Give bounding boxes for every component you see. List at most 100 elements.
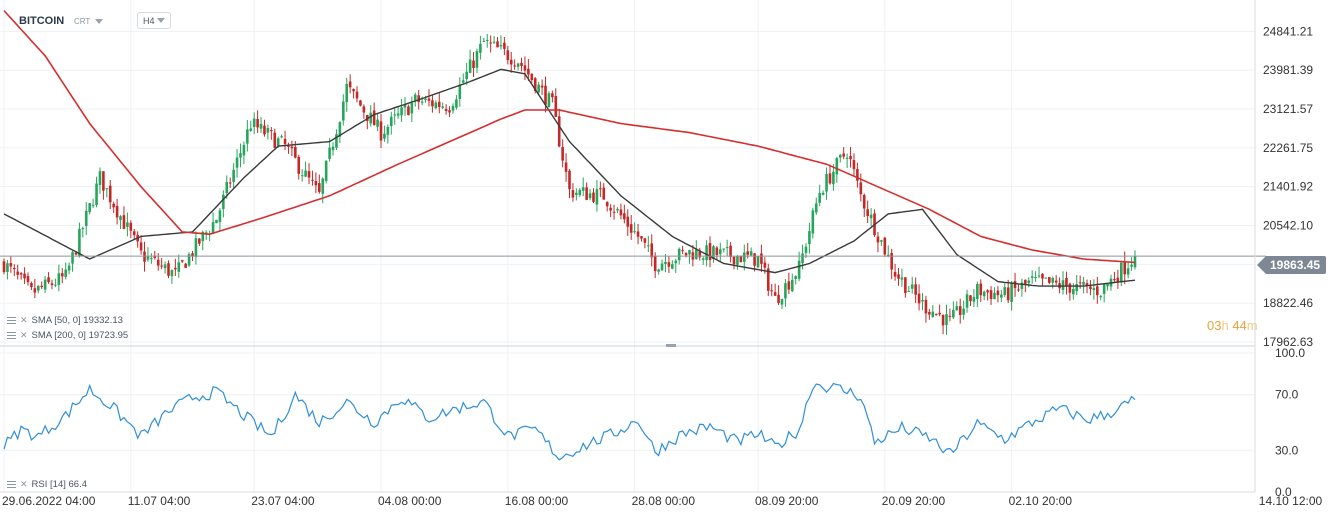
candle-body — [9, 263, 13, 267]
candle-body — [160, 265, 163, 267]
account-type-label: CRT — [74, 17, 91, 26]
candle-body — [626, 216, 630, 227]
candle-body — [520, 62, 523, 67]
time-tick-label: 28.08 00:00 — [632, 494, 696, 508]
candle-body — [910, 284, 914, 289]
candle-body — [575, 192, 578, 195]
candle-body — [54, 284, 57, 286]
axes: 24841.21 23981.39 23121.57 22261.75 21401.92… — [0, 0, 1323, 508]
candle-body — [852, 160, 856, 170]
candle-body — [681, 250, 684, 252]
candle-body — [431, 100, 434, 107]
candle-body — [67, 265, 71, 271]
candle-body — [318, 183, 321, 192]
candle-body — [540, 85, 544, 88]
candle-body — [886, 254, 890, 256]
candle-body — [1006, 287, 1010, 301]
candle-body — [986, 290, 989, 293]
candle-body — [938, 312, 941, 315]
candle-body — [753, 253, 756, 266]
candle-body — [16, 271, 20, 275]
candle-body — [746, 251, 750, 255]
candle-body — [328, 147, 331, 159]
candle-body — [201, 231, 205, 242]
candle-body — [1051, 277, 1055, 283]
candle-body — [821, 192, 825, 195]
candle-body — [1075, 283, 1079, 292]
candle-body — [132, 231, 136, 236]
candle-body — [369, 112, 373, 124]
last-price-badge: 19863.45 — [1256, 256, 1327, 274]
rsi-label: RSI [14] 66.4 — [31, 479, 87, 490]
candle-body — [379, 121, 383, 141]
candle-body — [1065, 277, 1068, 287]
candle-body — [928, 312, 931, 315]
candle-body — [407, 106, 410, 116]
candle-body — [773, 292, 777, 296]
candle-body — [105, 188, 109, 190]
candle-body — [84, 210, 88, 227]
time-tick-label: 20.09 20:00 — [882, 494, 946, 508]
candle-body — [818, 193, 821, 203]
candle-body — [856, 169, 859, 181]
candle-body — [50, 283, 54, 286]
price-tick-label: 22261.75 — [1263, 141, 1313, 155]
account-type-dropdown[interactable]: CRT — [74, 17, 104, 26]
time-tick-label: 11.07 04:00 — [128, 494, 191, 508]
settings-list-icon[interactable] — [7, 332, 16, 339]
indicator-sma50: ✕ SMA [50, 0] 19332.13 — [7, 315, 123, 326]
timeframe-label: H4 — [143, 15, 155, 26]
candle-body — [760, 253, 763, 264]
candle-body — [259, 123, 263, 129]
candle-body — [280, 136, 283, 138]
candle-body — [1089, 286, 1092, 290]
candle-body — [996, 290, 1000, 296]
candle-body — [294, 146, 297, 158]
candle-body — [989, 290, 993, 299]
candle-body — [420, 101, 424, 103]
candle-body — [581, 187, 585, 191]
candle-body — [756, 256, 760, 268]
rsi-tick-label: 70.0 — [1275, 388, 1299, 402]
instrument-name[interactable]: BITCOIN — [19, 15, 65, 27]
candle-body — [1054, 280, 1058, 283]
candle-body — [876, 236, 880, 243]
candle-body — [787, 281, 791, 290]
candle-body — [729, 245, 732, 258]
candle-body — [698, 251, 702, 258]
sma-line — [3, 10, 1136, 264]
candle-body — [40, 285, 43, 288]
candle-body — [609, 207, 612, 211]
candle-body — [1116, 277, 1120, 282]
settings-list-icon[interactable] — [7, 481, 16, 488]
candle-body — [866, 209, 869, 217]
candle-body — [1130, 264, 1133, 267]
candle-body — [571, 190, 575, 198]
candle-body — [239, 153, 242, 158]
candle-body — [564, 162, 568, 172]
candle-body — [862, 194, 866, 209]
candle-body — [26, 276, 30, 283]
candle-body — [30, 283, 33, 288]
candle-body — [12, 267, 16, 270]
candle-body — [770, 290, 774, 292]
candle-body — [352, 89, 355, 92]
settings-list-icon[interactable] — [7, 317, 16, 324]
time-tick-label: 14.10 12:00 — [1259, 494, 1323, 508]
candle-body — [232, 169, 235, 182]
sma50-label: SMA [50, 0] 19332.13 — [31, 315, 123, 326]
candle-body — [722, 248, 726, 250]
candle-body — [434, 102, 438, 109]
timeframe-dropdown[interactable]: H4 — [137, 12, 171, 29]
time-tick-label: 16.08 00:00 — [505, 494, 569, 508]
candle-body — [115, 205, 119, 218]
close-icon[interactable]: ✕ — [20, 330, 28, 340]
close-icon[interactable]: ✕ — [20, 315, 28, 325]
candle-body — [650, 243, 654, 258]
candle-body — [732, 256, 736, 265]
close-icon[interactable]: ✕ — [20, 479, 28, 489]
candle-body — [465, 71, 468, 80]
candle-body — [551, 93, 554, 98]
